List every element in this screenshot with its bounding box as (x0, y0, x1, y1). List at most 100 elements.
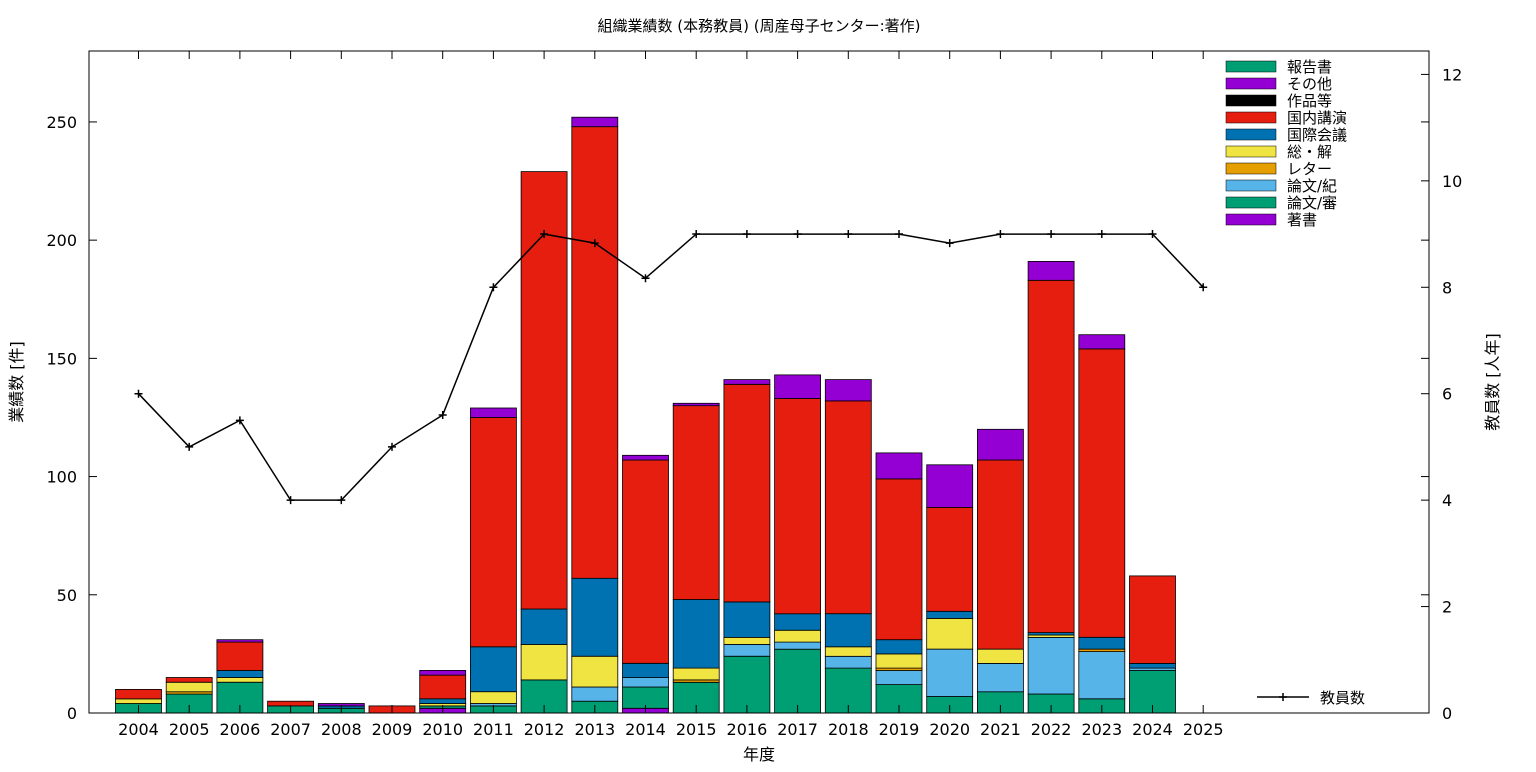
line-point-2025 (1199, 283, 1208, 292)
bar-segment-2021-s6 (977, 459, 1024, 650)
bar-segment-2020-s6 (926, 506, 974, 612)
line-point-2013 (590, 239, 599, 248)
line-point-2011 (489, 283, 498, 292)
bar-segment-2021-s4 (977, 648, 1024, 664)
bar-segment-2016-s1 (723, 655, 771, 714)
line-point-2021 (996, 230, 1005, 239)
y-tick-label: 150 (46, 349, 77, 368)
line-point-2020 (945, 239, 954, 248)
x-tick-label: 2012 (524, 720, 565, 739)
bar-segment-2023-s3 (1078, 648, 1126, 653)
series-line-teachers (137, 233, 1204, 501)
line-layer (134, 230, 1208, 505)
bar-segment-2010-s5 (419, 698, 467, 704)
legend-label: 論文/紀 (1287, 177, 1337, 195)
ticks-layer: 0 50 100 150 200 250 0 2 4 6 8 10 12 2004 2005 2006 2007… (46, 51, 1462, 739)
bar-segment-2012-s5 (520, 608, 568, 645)
x-tick-label: 2022 (1031, 720, 1072, 739)
bar-segment-2019-s5 (875, 639, 923, 655)
y2-tick-label: 12 (1442, 65, 1462, 84)
y2-tick-label: 2 (1442, 598, 1452, 617)
y2-tick-label: 0 (1442, 704, 1452, 723)
bar-segment-2018-s2 (824, 655, 872, 669)
bar-segment-2013-s4 (571, 655, 619, 688)
x-tick-label: 2016 (727, 720, 768, 739)
bar-segment-2018-s4 (824, 646, 872, 657)
bar-segment-2015-s5 (672, 599, 720, 669)
x-tick-label: 2025 (1183, 720, 1224, 739)
y-tick-label: 250 (46, 113, 77, 132)
line-point-2008 (337, 496, 346, 505)
bar-segment-2013-s5 (571, 577, 619, 657)
bar-segment-2017-s5 (774, 613, 821, 631)
bar-segment-2012-s4 (520, 644, 568, 681)
bar-segment-2006-s8 (216, 639, 264, 643)
x-tick-label: 2009 (372, 720, 413, 739)
legend-swatch (1225, 94, 1277, 107)
bar-segment-2020-s8 (926, 464, 974, 508)
bar-segment-2010-s6 (419, 674, 467, 700)
bar-segment-2005-s4 (165, 681, 213, 693)
bar-segment-2017-s1 (774, 648, 821, 714)
bar-segment-2019-s6 (875, 478, 923, 641)
bar-segment-2023-s5 (1078, 636, 1126, 650)
x-tick-label: 2011 (473, 720, 514, 739)
legend-label: 総・解 (1287, 143, 1332, 161)
y-tick-label: 0 (67, 704, 77, 723)
line-point-2010 (438, 410, 447, 419)
bar-segment-2015-s4 (672, 667, 720, 681)
line-point-2018 (844, 230, 853, 239)
bar-segment-2004-s6 (115, 689, 162, 700)
x-tick-label: 2019 (879, 720, 920, 739)
line-point-2024 (1148, 230, 1157, 239)
x-tick-label: 2004 (118, 720, 159, 739)
bar-segment-2017-s8 (774, 374, 821, 399)
x-tick-label: 2023 (1081, 720, 1122, 739)
legend-swatch (1225, 213, 1277, 226)
bar-segment-2020-s2 (926, 648, 974, 697)
plot-frame (88, 50, 1430, 714)
bar-segment-2016-s4 (723, 636, 771, 645)
line-point-2023 (1097, 230, 1106, 239)
bar-segment-2014-s6 (622, 459, 669, 664)
x-tick-label: 2007 (270, 720, 311, 739)
bar-segment-2022-s2 (1027, 636, 1075, 695)
bar-segment-2004-s4 (115, 698, 162, 704)
legend-label: 著書 (1287, 211, 1317, 229)
x-tick-label: 2013 (574, 720, 615, 739)
bar-segment-2017-s4 (774, 629, 821, 643)
line-point-2009 (388, 442, 396, 451)
x-tick-label: 2015 (676, 720, 717, 739)
bar-segment-2018-s5 (824, 613, 872, 648)
x-tick-label: 2020 (929, 720, 970, 739)
x-tick-label: 2005 (169, 720, 210, 739)
bar-segment-2021-s8 (977, 428, 1024, 461)
bar-segment-2005-s6 (165, 677, 213, 683)
line-point-2005 (185, 442, 194, 451)
bar-segment-2021-s2 (977, 663, 1024, 693)
legend-label-line: 教員数 (1320, 689, 1365, 707)
x-tick-label: 2017 (777, 720, 818, 739)
bar-segment-2012-s6 (520, 171, 568, 610)
legend-label: 国際会議 (1287, 126, 1347, 144)
bar-segment-2013-s2 (571, 686, 619, 702)
legend-label: 報告書 (1287, 58, 1332, 76)
bar-segment-2024-s5 (1129, 663, 1176, 669)
line-point-2004 (134, 389, 143, 398)
bar-segment-2016-s8 (723, 379, 771, 385)
line-point-2015 (692, 230, 701, 239)
line-point-2006 (235, 416, 244, 425)
legend-swatch (1225, 145, 1277, 158)
legend-line-marker (1279, 693, 1287, 701)
bar-segment-2023-s6 (1078, 348, 1126, 638)
bar-segment-2014-s5 (622, 663, 669, 679)
y2-tick-label: 8 (1442, 278, 1452, 297)
legend-swatch (1225, 60, 1277, 73)
y-tick-label: 50 (57, 586, 77, 605)
bar-segment-2006-s6 (216, 641, 264, 671)
legend-swatch (1225, 111, 1277, 124)
bar-segment-2016-s6 (723, 383, 771, 603)
bar-segment-2016-s5 (723, 601, 771, 638)
bar-segment-2020-s4 (926, 618, 974, 650)
